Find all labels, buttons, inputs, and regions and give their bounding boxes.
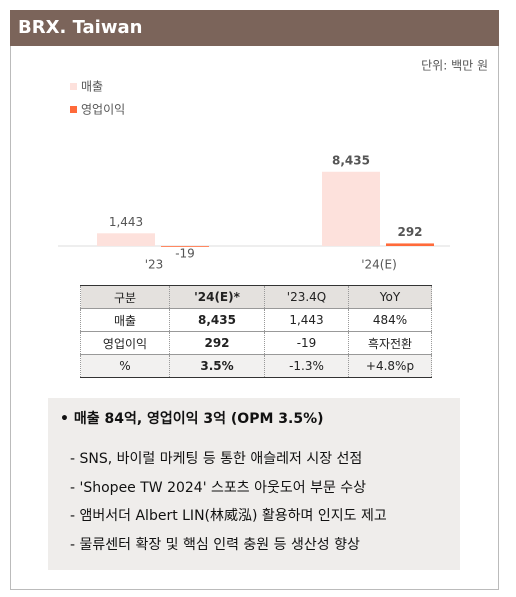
table-cell: -1.3% xyxy=(264,354,349,378)
table-cell: 484% xyxy=(348,308,432,332)
table-cell: 구분 xyxy=(80,285,170,309)
table-cell: % xyxy=(80,354,170,378)
table-cell: 8,435 xyxy=(169,308,265,332)
bar xyxy=(386,243,434,246)
legend-label: 매출 xyxy=(81,80,103,94)
bar xyxy=(161,246,209,247)
table-cell: 292 xyxy=(169,331,265,355)
data-label: -19 xyxy=(175,247,195,261)
table-row: 구분 '24(E)* '23.4Q YoY xyxy=(80,285,432,309)
table-cell: '24(E)* xyxy=(169,285,265,309)
unit-label: 단위: 백만 원 xyxy=(421,59,488,73)
bar xyxy=(97,233,155,246)
table-cell: 영업이익 xyxy=(80,331,170,355)
note-item: - 물류센터 확장 및 핵심 인력 충원 등 생산성 향상 xyxy=(70,536,360,553)
headline: • 매출 84억, 영업이익 3억 (OPM 3.5%) xyxy=(60,411,324,427)
note-item: - 'Shopee TW 2024' 스포츠 아웃도어 부문 수상 xyxy=(70,479,367,496)
header-title: BRX. Taiwan xyxy=(10,10,499,46)
table-row: % 3.5% -1.3% +4.8%p xyxy=(80,354,432,378)
table-cell: -19 xyxy=(264,331,349,355)
table-cell: 흑자전환 xyxy=(348,331,432,355)
table-cell: +4.8%p xyxy=(348,354,432,378)
data-label: 292 xyxy=(397,225,422,239)
table-row: 영업이익 292 -19 흑자전환 xyxy=(80,331,432,355)
data-label: 8,435 xyxy=(332,153,370,167)
legend-swatch xyxy=(70,83,77,90)
note-item: - SNS, 바이럴 마케팅 등 통한 애슬레저 시장 선점 xyxy=(70,451,363,467)
legend-label: 영업이익 xyxy=(81,103,125,117)
x-tick-label: '23 xyxy=(145,258,164,272)
table-cell: 3.5% xyxy=(169,354,265,378)
table-row: 매출 8,435 1,443 484% xyxy=(80,308,432,332)
data-label: 1,443 xyxy=(109,215,143,229)
x-tick-label: '24(E) xyxy=(361,258,397,272)
bar xyxy=(322,171,380,246)
table-cell: YoY xyxy=(348,285,432,309)
table-cell: '23.4Q xyxy=(264,285,349,309)
notes: • 매출 84억, 영업이익 3억 (OPM 3.5%) - SNS, 바이럴 … xyxy=(48,398,460,570)
panel xyxy=(10,46,499,590)
table-cell: 매출 xyxy=(80,308,170,332)
legend-swatch xyxy=(70,106,77,113)
table-cell: 1,443 xyxy=(264,308,349,332)
table: 구분 '24(E)* '23.4Q YoY 매출 8,435 1,443 484% 영업이익 29… xyxy=(80,285,432,378)
note-item: - 앰버서더 Albert LIN(林威泓) 활용하며 인지도 제고 xyxy=(70,508,387,524)
